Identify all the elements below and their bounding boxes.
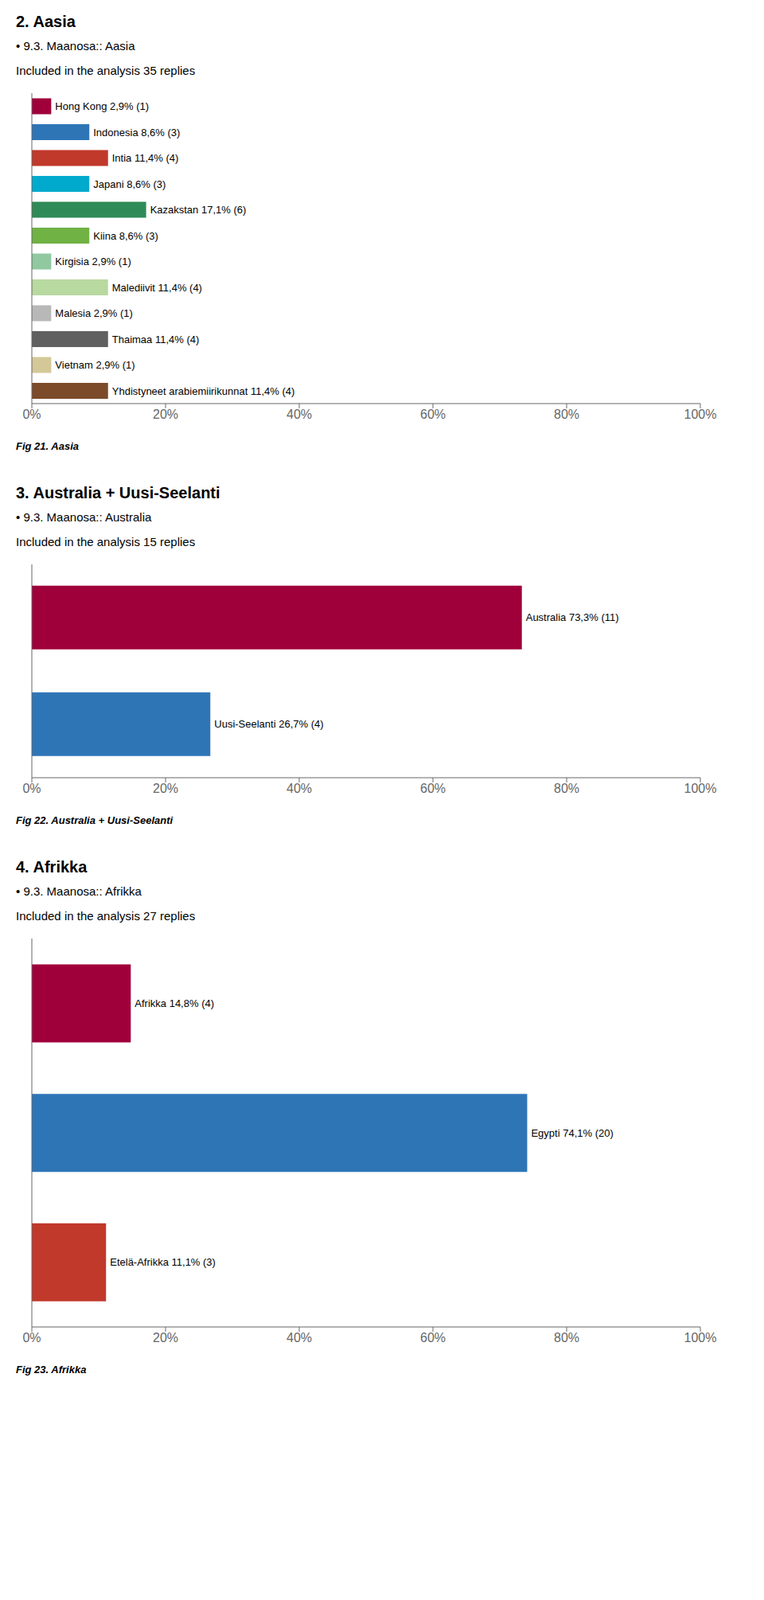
html-text:4. Afrikka: 4. Afrikka [15, 857, 87, 876]
svg-text:0%: 0% [22, 407, 41, 421]
svg-text:Hong Kong 2,9% (1): Hong Kong 2,9% (1) [54, 100, 149, 113]
svg-text:Egypti 74,1% (20): Egypti 74,1% (20) [530, 1126, 613, 1139]
html-text:Included in the analysis 15 re: Included in the analysis 15 replies [15, 534, 196, 549]
html-text:• 9.3. Maanosa:: Afrikka: • 9.3. Maanosa:: Afrikka [15, 884, 142, 898]
svg-text:Malediivit 11,4% (4): Malediivit 11,4% (4) [112, 281, 203, 294]
svg-text:Malesia 2,9% (1): Malesia 2,9% (1) [54, 307, 133, 320]
svg-text:Uusi-Seelanti 26,7% (4): Uusi-Seelanti 26,7% (4) [214, 717, 324, 730]
svg-text:80%: 80% [553, 407, 580, 421]
svg-text:Etelä-Afrikka 11,1% (3): Etelä-Afrikka 11,1% (3) [109, 1255, 216, 1268]
html-text:2. Aasia: 2. Aasia [15, 12, 76, 31]
html-text:• 9.3. Maanosa:: Australia: • 9.3. Maanosa:: Australia [15, 510, 152, 524]
svg-text:80%: 80% [553, 781, 580, 796]
svg-text:Vietnam 2,9% (1): Vietnam 2,9% (1) [54, 358, 135, 371]
svg-text:100%: 100% [684, 407, 718, 421]
svg-text:20%: 20% [152, 781, 179, 796]
svg-text:40%: 40% [286, 407, 312, 421]
svg-text:Intia 11,4% (4): Intia 11,4% (4) [112, 152, 180, 164]
svg-text:Thaimaa 11,4% (4): Thaimaa 11,4% (4) [112, 333, 200, 346]
svg-text:0%: 0% [22, 781, 41, 796]
svg-text:60%: 60% [420, 407, 446, 421]
svg-text:100%: 100% [684, 1330, 718, 1345]
svg-text:Afrikka 14,8% (4): Afrikka 14,8% (4) [134, 997, 215, 1010]
svg-text:Kiina 8,6% (3): Kiina 8,6% (3) [93, 229, 159, 242]
html-text:Fig 22. Australia + Uusi-Seela: Fig 22. Australia + Uusi-Seelanti [15, 814, 173, 827]
svg-text:60%: 60% [420, 781, 446, 796]
html-text:Included in the analysis 35 re: Included in the analysis 35 replies [15, 63, 196, 78]
svg-text:Yhdistyneet arabiemiirikunnat: Yhdistyneet arabiemiirikunnat 11,4% (4) [112, 385, 296, 398]
html-text:Included in the analysis 27 re: Included in the analysis 27 replies [15, 908, 196, 923]
svg-text:20%: 20% [152, 407, 179, 421]
svg-text:Kazakstan 17,1% (6): Kazakstan 17,1% (6) [150, 203, 247, 216]
svg-text:60%: 60% [420, 1330, 446, 1345]
html-text:Fig 21. Aasia: Fig 21. Aasia [15, 440, 79, 453]
svg-text:100%: 100% [684, 781, 718, 796]
html-text:3. Australia + Uusi-Seelanti: 3. Australia + Uusi-Seelanti [15, 483, 221, 502]
svg-text:0%: 0% [22, 1330, 41, 1345]
svg-text:40%: 40% [286, 1330, 312, 1345]
svg-text:80%: 80% [553, 1330, 580, 1345]
html-text:• 9.3. Maanosa:: Aasia: • 9.3. Maanosa:: Aasia [15, 38, 135, 53]
svg-text:Kirgisia 2,9% (1): Kirgisia 2,9% (1) [54, 255, 131, 268]
svg-text:Australia 73,3% (11): Australia 73,3% (11) [526, 611, 620, 624]
svg-text:20%: 20% [152, 1330, 179, 1345]
html-text:Fig 23. Afrikka: Fig 23. Afrikka [15, 1363, 87, 1376]
svg-text:40%: 40% [286, 781, 312, 796]
svg-text:Japani 8,6% (3): Japani 8,6% (3) [93, 178, 166, 191]
svg-text:Indonesia 8,6% (3): Indonesia 8,6% (3) [93, 126, 180, 139]
